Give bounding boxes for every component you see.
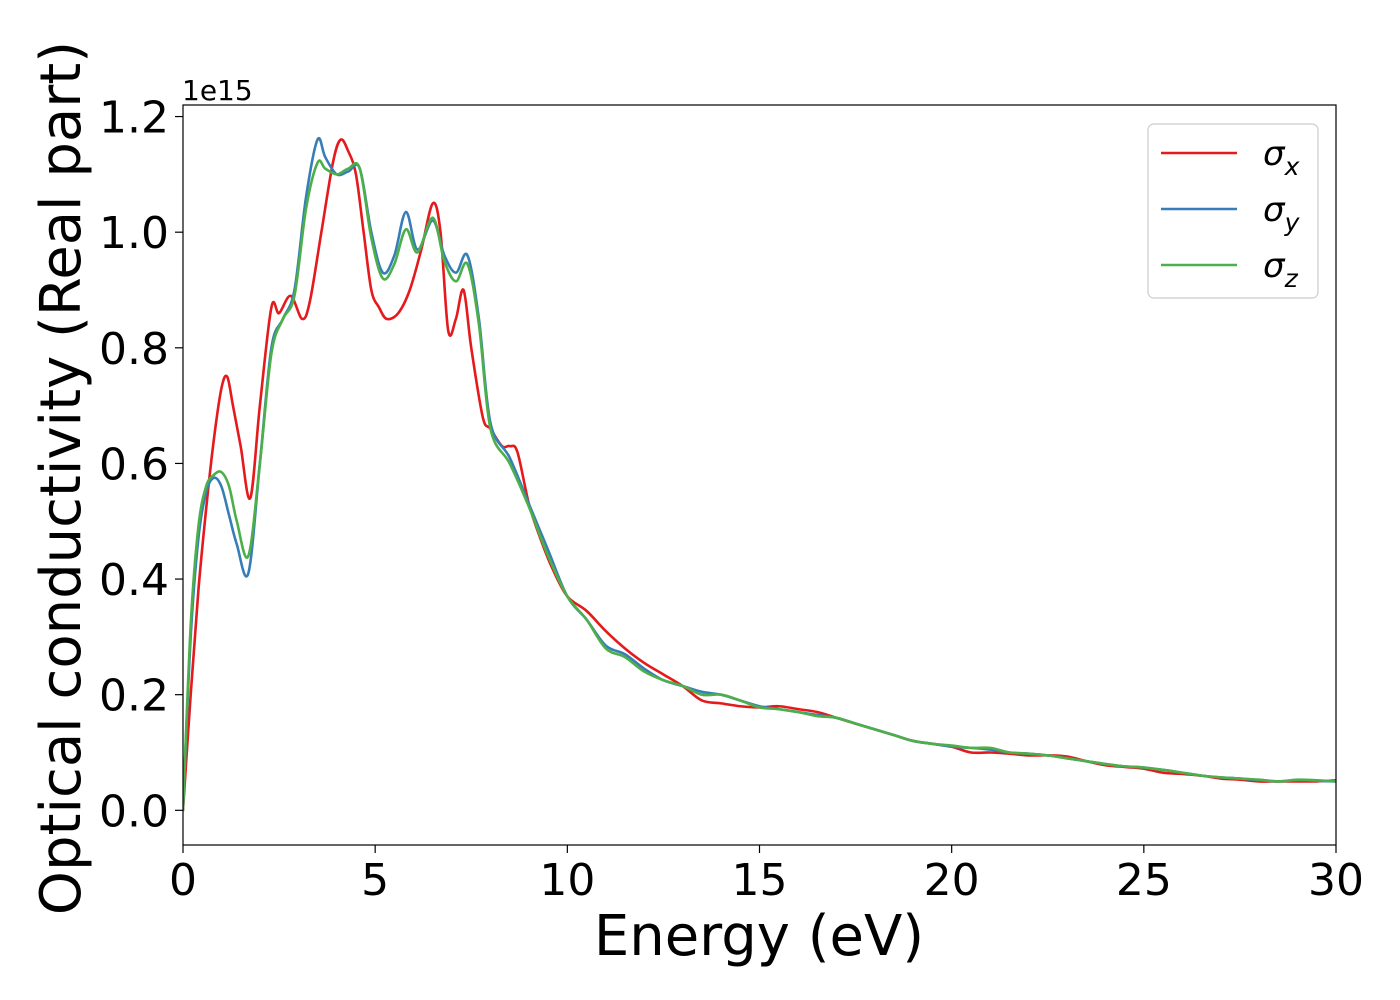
legend-label-y: σy (1263, 190, 1301, 237)
y-tick-label: 1.0 (99, 208, 169, 259)
y-tick-label: 0.6 (99, 439, 169, 490)
x-axis-ticks: 0 5 10 15 20 25 30 (169, 845, 1364, 906)
x-tick-label: 20 (924, 855, 980, 906)
y-tick-label: 0.8 (99, 324, 169, 375)
x-tick-label: 10 (539, 855, 595, 906)
series-line-z (183, 159, 1336, 812)
x-tick-label: 30 (1308, 855, 1364, 906)
legend-label-z: σz (1263, 246, 1299, 293)
x-tick-label: 5 (361, 855, 389, 906)
y-tick-label: 0.4 (99, 555, 169, 606)
y-axis-title: Optical conductivity (Real part) (29, 41, 94, 915)
plot-lines (183, 136, 1336, 812)
legend-box (1147, 123, 1319, 299)
y-tick-label: 0.0 (99, 786, 169, 837)
x-tick-label: 25 (1116, 855, 1172, 906)
x-axis-title: Energy (eV) (594, 904, 924, 969)
legend: σx σy σz (1147, 123, 1319, 299)
y-axis-ticks: 0.0 0.2 0.4 0.6 0.8 1.0 1.2 (99, 93, 183, 837)
y-tick-label: 1.2 (99, 93, 169, 144)
y-tick-label: 0.2 (99, 671, 169, 722)
x-tick-label: 0 (169, 855, 197, 906)
y-offset-label: 1e15 (182, 74, 253, 107)
legend-label-x: σx (1263, 134, 1300, 181)
x-tick-label: 15 (732, 855, 788, 906)
